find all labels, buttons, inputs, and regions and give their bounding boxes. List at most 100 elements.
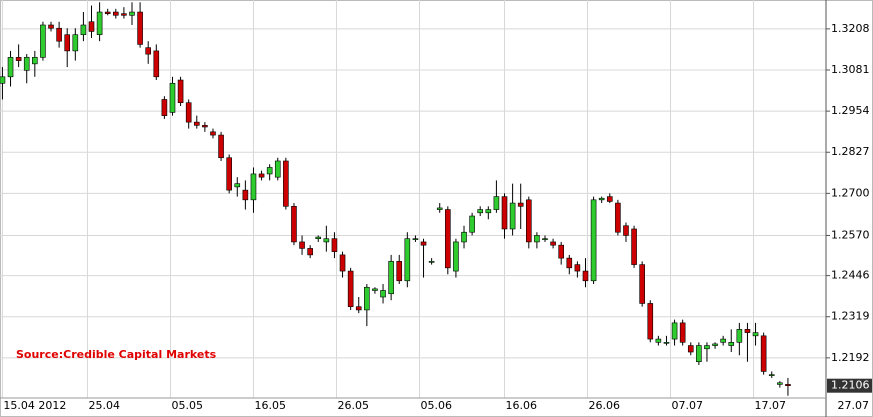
y-tick-label: 1.2570 [831,228,870,241]
candle-body [582,270,589,282]
candle-body [307,248,313,256]
candle-body [647,303,654,340]
candle-body [7,57,14,78]
candle-body [250,173,257,201]
last-price-box [827,378,872,393]
candle-body [598,197,605,201]
candle-body [234,183,241,188]
candle-body [210,131,216,136]
candle-body [137,11,143,45]
candle-body [566,257,573,269]
candle-body [485,209,492,214]
candle-body [388,261,394,295]
candle-body [679,322,686,343]
candle-body [145,47,151,55]
candle-body [218,134,224,159]
candle-body [380,290,386,298]
candle-body [606,196,613,202]
candle-body [436,207,443,210]
candle-body [590,199,597,282]
y-tick-label: 1.2700 [831,186,870,199]
candle-body [493,196,500,210]
candle-body [72,34,79,52]
candle-body [412,238,419,240]
candle-body [364,286,370,311]
candle-body [453,241,459,272]
candle-body [331,238,338,252]
x-tick-label: 26.05 [337,399,369,412]
candle-body [40,24,46,58]
candle-body [768,374,775,376]
candle-body [48,24,54,29]
candle-body [550,241,556,246]
candle-body [88,21,95,32]
candle-body [542,238,548,240]
last-price-label: 1.2106 [831,379,870,392]
candle-body [258,173,265,178]
axis: 1.2192 1.2319 1.2446 1.2570 1.2700 1.2827 1.29… [3,22,872,412]
candle-body [501,196,508,230]
x-tick-label: 05.06 [420,399,452,412]
candle-body [760,335,767,372]
candle-body [372,288,378,291]
candle-body [113,11,119,16]
candle-body [339,254,346,272]
candle-body [704,345,710,350]
candle-body [291,206,297,243]
candle-body [631,228,637,265]
candle-body [64,34,71,52]
candle-body [671,322,678,340]
x-tick-label: 27.07 [838,399,870,412]
x-tick-label: 16.05 [254,399,286,412]
candle-body [744,329,751,333]
x-tick-label: 17.07 [755,399,787,412]
candle-body [428,261,435,263]
candle-body [752,332,759,337]
candle-body [696,345,702,363]
candle-body [347,270,354,307]
candle-body [185,102,192,123]
candle-body [785,384,791,386]
candle-body [177,79,184,103]
source-annotation: Source:Credible Capital Markets [16,348,217,361]
candle-body [193,121,200,126]
x-tick-label: 15.04 2012 [3,399,66,412]
candle-body [274,160,281,178]
candle-body [315,236,322,239]
candle-body [720,338,726,343]
candle-body [736,329,743,343]
candle-body [129,11,135,16]
candle-body [461,231,467,243]
candle-body [266,167,273,175]
candle-body [96,11,103,36]
candle-body [323,238,330,243]
candle-body [153,50,160,78]
candle-body [404,238,411,282]
candle-body [517,202,524,207]
candle-body [445,209,451,269]
candle-body [56,27,62,42]
candle-body [15,57,22,61]
candle-body [777,382,783,385]
candle-body [121,13,127,16]
candle-body [202,125,208,128]
candle-body [623,225,629,236]
candle-body [0,76,6,84]
x-tick-label: 16.06 [506,399,537,412]
candle-body [32,57,38,65]
candle-body [226,157,232,191]
candle-body [526,199,532,243]
y-tick-label: 1.3081 [831,63,870,76]
candle-body [663,342,670,344]
candles [0,2,791,396]
candle-body [161,99,168,116]
candle-body [242,189,249,201]
candle-body [712,343,718,346]
candle-body [355,306,362,311]
y-tick-label: 1.3208 [831,22,870,35]
x-tick-label: 05.05 [171,399,203,412]
candle-body [23,57,30,71]
x-tick-label: 25.04 [88,399,120,412]
candle-body [509,202,516,230]
candle-body [574,264,581,272]
